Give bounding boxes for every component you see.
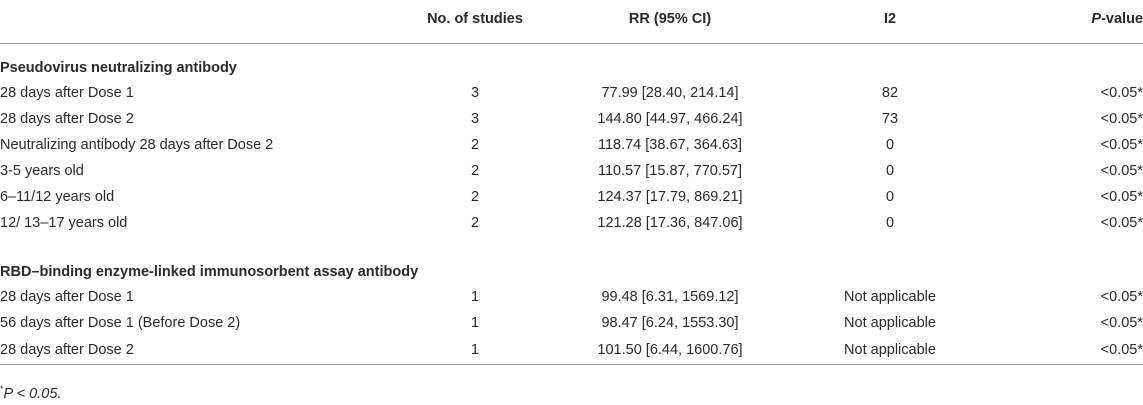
row-studies: 1	[470, 288, 480, 305]
row-rr: 99.48 [6.31, 1569.12]	[601, 288, 739, 305]
table-row: 28 days after Dose 2 1 101.50 [6.44, 160…	[0, 335, 1143, 365]
row-p: <0.05*	[1100, 162, 1143, 179]
row-label: 6–11/12 years old	[0, 188, 115, 205]
row-i2: 0	[885, 162, 895, 179]
row-p: <0.05*	[1100, 110, 1143, 127]
table-row: 12/ 13–17 years old 2 121.28 [17.36, 847…	[0, 210, 1143, 236]
row-p: <0.05*	[1100, 84, 1143, 101]
table-row: 28 days after Dose 1 1 99.48 [6.31, 1569…	[0, 284, 1143, 310]
row-i2: 82	[881, 84, 899, 101]
row-label: Neutralizing antibody 28 days after Dose…	[0, 136, 274, 153]
row-rr: 101.50 [6.44, 1600.76]	[550, 335, 790, 365]
row-i2: Not applicable	[844, 288, 936, 305]
table-footnote: *P < 0.05.	[0, 384, 61, 402]
row-p: <0.05*	[1100, 136, 1143, 153]
row-i2: 0	[885, 188, 895, 205]
results-table: No. of studies RR (95% CI) I2 P-value Ps…	[0, 0, 1143, 365]
row-studies: 3	[470, 84, 480, 101]
row-rr: 121.28 [17.36, 847.06]	[597, 214, 743, 231]
footnote-mark: *	[0, 384, 4, 394]
table-row: 28 days after Dose 1 3 77.99 [28.40, 214…	[0, 80, 1143, 106]
table-row: 56 days after Dose 1 (Before Dose 2) 1 9…	[0, 310, 1143, 336]
row-label: 28 days after Dose 2	[0, 335, 400, 365]
row-studies: 1	[400, 335, 550, 365]
group-title-rbd-elisa: RBD–binding enzyme-linked immunosorbent …	[0, 263, 419, 280]
footnote-text: P < 0.05.	[3, 385, 62, 402]
row-rr: 110.57 [15.87, 770.57]	[597, 162, 743, 179]
row-studies: 2	[470, 214, 480, 231]
row-rr: 124.37 [17.79, 869.21]	[597, 188, 743, 205]
row-rr: 77.99 [28.40, 214.14]	[601, 84, 739, 101]
row-p: <0.05*	[1100, 188, 1143, 205]
group-title-pseudovirus: Pseudovirus neutralizing antibody	[0, 59, 237, 76]
row-p: <0.05*	[1100, 288, 1143, 305]
row-i2: 0	[885, 214, 895, 231]
row-label: 28 days after Dose 2	[0, 110, 134, 127]
header-p-value: P-value	[990, 0, 1143, 44]
row-p: <0.05*	[990, 335, 1143, 365]
row-i2: Not applicable	[844, 314, 936, 331]
row-p: <0.05*	[1100, 214, 1143, 231]
row-rr: 144.80 [44.97, 466.24]	[597, 110, 743, 127]
row-rr: 98.47 [6.24, 1553.30]	[601, 314, 739, 331]
row-studies: 2	[470, 136, 480, 153]
row-studies: 1	[470, 314, 480, 331]
table-row: 3-5 years old 2 110.57 [15.87, 770.57] 0…	[0, 158, 1143, 184]
header-studies: No. of studies	[400, 0, 550, 44]
row-rr: 118.74 [38.67, 364.63]	[597, 136, 743, 153]
row-studies: 2	[470, 188, 480, 205]
group-heading: Pseudovirus neutralizing antibody	[0, 43, 1143, 80]
row-label: 12/ 13–17 years old	[0, 214, 128, 231]
row-studies: 3	[470, 110, 480, 127]
row-i2: Not applicable	[790, 335, 990, 365]
row-i2: 0	[885, 136, 895, 153]
group-heading: RBD–binding enzyme-linked immunosorbent …	[0, 236, 1143, 284]
header-outcome	[0, 0, 400, 44]
row-label: 56 days after Dose 1 (Before Dose 2)	[0, 314, 241, 331]
row-label: 3-5 years old	[0, 162, 84, 179]
header-p-rest: -value	[1101, 11, 1143, 27]
row-label: 28 days after Dose 1	[0, 288, 134, 305]
table-row: 28 days after Dose 2 3 144.80 [44.97, 46…	[0, 106, 1143, 132]
table-row: Neutralizing antibody 28 days after Dose…	[0, 132, 1143, 158]
header-rr: RR (95% CI)	[550, 0, 790, 44]
header-i2: I2	[790, 0, 990, 44]
header-row: No. of studies RR (95% CI) I2 P-value	[0, 0, 1143, 44]
table-row: 6–11/12 years old 2 124.37 [17.79, 869.2…	[0, 184, 1143, 210]
row-i2: 73	[881, 110, 899, 127]
row-p: <0.05*	[1100, 314, 1143, 331]
header-p-italic: P	[1091, 11, 1102, 27]
row-label: 28 days after Dose 1	[0, 84, 134, 101]
row-studies: 2	[470, 162, 480, 179]
